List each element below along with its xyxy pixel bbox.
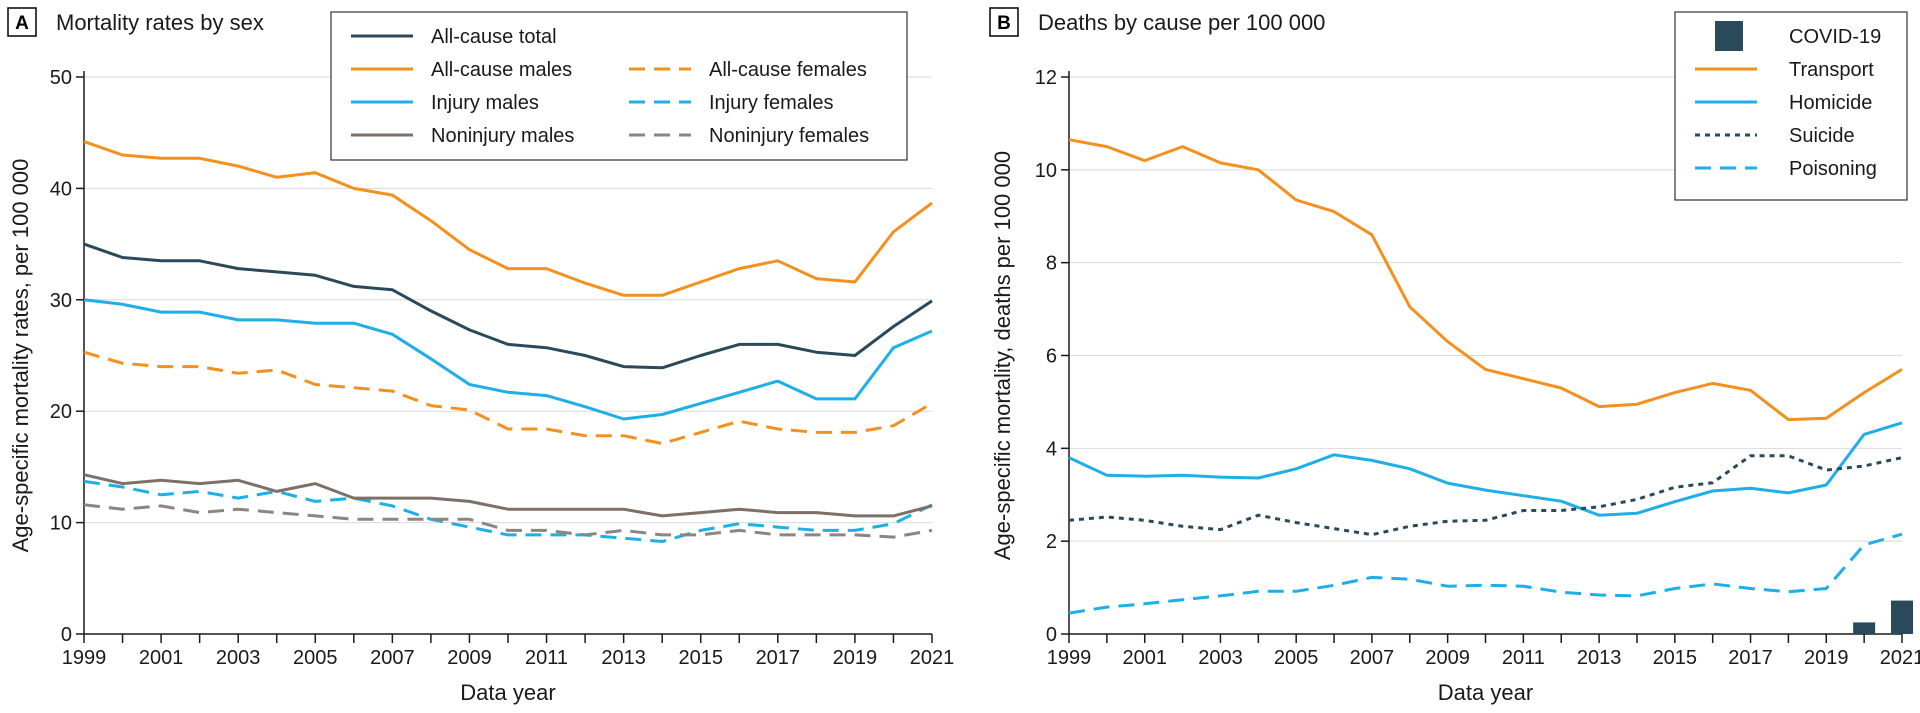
x-tick-label: 2013 bbox=[601, 647, 646, 669]
series-line-homicide bbox=[1068, 421, 1903, 517]
legend-label: All-cause females bbox=[709, 59, 867, 81]
legend-label: Noninjury males bbox=[431, 125, 574, 147]
x-tick-label: 2009 bbox=[447, 647, 492, 669]
y-tick-label: 2 bbox=[1046, 531, 1057, 553]
y-tick-label: 50 bbox=[50, 67, 72, 89]
legend-label: All-cause males bbox=[431, 59, 572, 81]
x-tick-label: 2021 bbox=[1880, 647, 1920, 669]
x-tick-label: 2011 bbox=[1502, 647, 1545, 669]
legend-label: Injury females bbox=[709, 92, 834, 114]
panel-letter-box bbox=[7, 7, 37, 37]
bar-covid-19 bbox=[1853, 622, 1876, 634]
legend-label: Poisoning bbox=[1789, 158, 1877, 180]
y-tick-label: 10 bbox=[50, 513, 72, 535]
x-tick-label: 2001 bbox=[1122, 647, 1167, 669]
y-tick-label: 20 bbox=[50, 401, 72, 423]
x-tick-label: 2005 bbox=[1274, 647, 1319, 669]
panel-letter: B bbox=[997, 13, 1011, 34]
panel-b: B Deaths by cause per 100 000 0 2 4 6 8 10 12 199… bbox=[989, 7, 1920, 705]
series-line-all-cause-females bbox=[83, 350, 933, 445]
legend-label: Transport bbox=[1789, 59, 1874, 81]
panel-title: Mortality rates by sex bbox=[56, 10, 264, 35]
x-tick-label: 2005 bbox=[293, 647, 338, 669]
series-line-all-cause-total bbox=[83, 242, 933, 370]
bar-covid-19 bbox=[1891, 600, 1913, 634]
y-tick-label: 40 bbox=[50, 178, 72, 200]
x-tick-label: 2003 bbox=[1198, 647, 1243, 669]
y-tick-label: 0 bbox=[1046, 624, 1057, 646]
x-tick-label: 2017 bbox=[1728, 647, 1773, 669]
x-tick-label: 1999 bbox=[1047, 647, 1092, 669]
legend-label: Suicide bbox=[1789, 125, 1855, 147]
y-axis-label: Age-specific mortality rates, per 100 00… bbox=[8, 159, 33, 553]
legend-label: COVID-19 bbox=[1789, 26, 1881, 48]
series-line-transport bbox=[1068, 138, 1903, 422]
x-axis-label: Data year bbox=[1438, 680, 1533, 705]
y-tick-label: 0 bbox=[61, 624, 72, 646]
panel-title: Deaths by cause per 100 000 bbox=[1038, 10, 1325, 35]
x-tick-label: 2007 bbox=[1350, 647, 1395, 669]
series-line-all-cause-males bbox=[83, 140, 933, 297]
series-line-poisoning bbox=[1068, 532, 1903, 615]
y-tick-label: 12 bbox=[1035, 67, 1057, 89]
x-tick-label: 2013 bbox=[1577, 647, 1622, 669]
series-line-injury-females bbox=[83, 479, 933, 543]
legend-label: Injury males bbox=[431, 92, 539, 114]
y-tick-label: 8 bbox=[1046, 253, 1057, 275]
x-tick-label: 2001 bbox=[139, 647, 184, 669]
x-tick-label: 2007 bbox=[370, 647, 415, 669]
x-axis-label: Data year bbox=[460, 680, 555, 705]
series-line-injury-males bbox=[83, 298, 933, 421]
x-tick-label: 2017 bbox=[756, 647, 801, 669]
legend-box bbox=[330, 11, 908, 161]
legend-box bbox=[1674, 11, 1908, 201]
y-axis-label: Age-specific mortality, deaths per 100 0… bbox=[990, 151, 1015, 560]
panel-a: A Mortality rates by sex 0 10 20 30 40 50 1999 20… bbox=[7, 7, 955, 705]
y-tick-label: 4 bbox=[1046, 438, 1057, 460]
x-tick-label: 2019 bbox=[833, 647, 878, 669]
series-line-noninjury-males bbox=[83, 473, 933, 518]
panel-letter: A bbox=[15, 13, 29, 34]
legend-label: Homicide bbox=[1789, 92, 1872, 114]
legend: All-cause total All-cause males All-cause … bbox=[330, 11, 908, 161]
x-tick-label: 2003 bbox=[216, 647, 261, 669]
x-tick-label: 2015 bbox=[1653, 647, 1698, 669]
x-tick-label: 2009 bbox=[1425, 647, 1470, 669]
x-tick-label: 2015 bbox=[678, 647, 723, 669]
x-tick-label: 2019 bbox=[1804, 647, 1849, 669]
x-tick-label: 2021 bbox=[910, 647, 955, 669]
legend-swatch bbox=[1715, 21, 1743, 51]
panel-letter-box bbox=[989, 7, 1019, 37]
legend: COVID-19 Transport Homicide Suicide Poisonin… bbox=[1674, 11, 1908, 201]
series-line-noninjury-females bbox=[83, 503, 933, 539]
legend-label: Noninjury females bbox=[709, 125, 869, 147]
x-tick-label: 1999 bbox=[62, 647, 107, 669]
series-line-suicide bbox=[1068, 454, 1903, 537]
y-tick-label: 30 bbox=[50, 290, 72, 312]
x-tick-label: 2011 bbox=[525, 647, 568, 669]
legend-label: All-cause total bbox=[431, 26, 557, 48]
y-tick-label: 10 bbox=[1035, 160, 1057, 182]
y-tick-label: 6 bbox=[1046, 346, 1057, 368]
